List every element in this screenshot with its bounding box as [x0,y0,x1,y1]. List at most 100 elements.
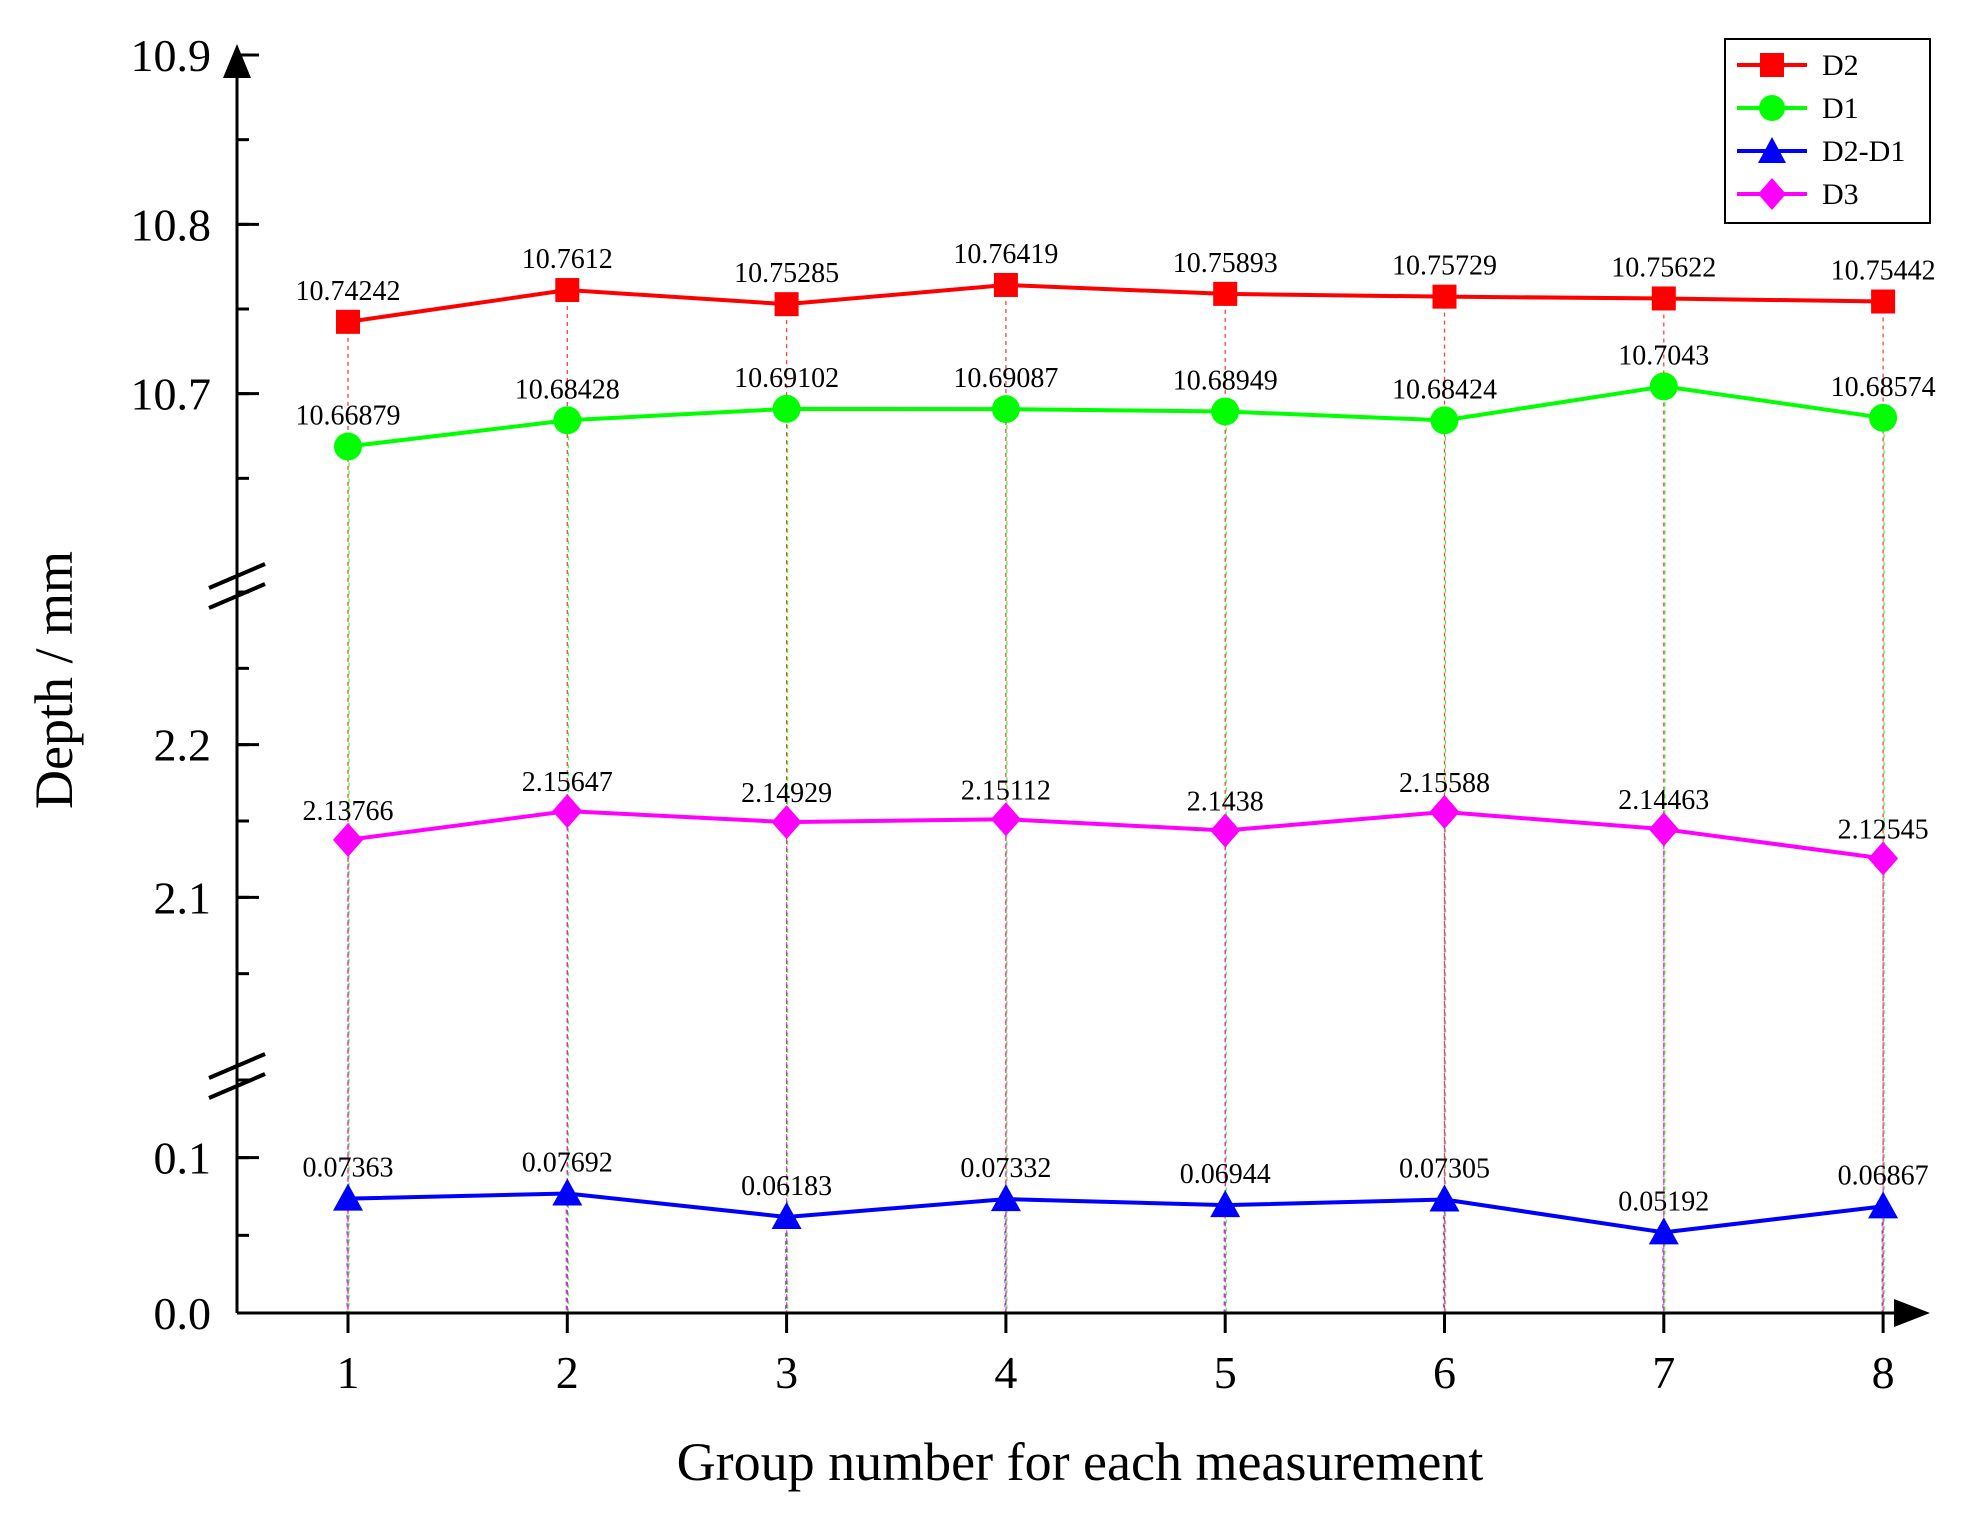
legend-triangle-marker-icon [1758,137,1786,163]
d2-data-label: 10.75893 [1173,248,1278,279]
d3-point-7 [1648,812,1679,847]
d2-point-2 [555,278,580,303]
d1-data-label: 10.69087 [953,363,1058,394]
axis-break-mark-1 [208,582,266,610]
d1-data-label: 10.69102 [734,363,839,394]
data-labels-layer: 10.74242 10.7612 10.75285 10.76419 10.75893 1… [296,239,1936,1217]
d1-data-label: 10.68424 [1392,374,1497,405]
d3-point-5 [1210,813,1241,848]
x-axis-title: Group number for each measurement [677,1432,1484,1492]
x-tick-label: 5 [1214,1347,1237,1398]
d2-d1-point-5 [1210,1190,1241,1218]
axis-break-mark-1 [208,562,266,590]
d1-point-6 [1430,406,1459,435]
d3-data-label: 2.15112 [961,775,1051,806]
d2-data-label: 10.74242 [296,276,401,307]
y-tick-label: 2.1 [154,872,212,923]
d3-data-label: 2.13766 [303,796,394,827]
d2-data-label: 10.75622 [1611,252,1716,283]
x-tick-label: 2 [556,1347,579,1398]
d3-point-6 [1429,795,1460,830]
d1-series-line [346,384,1886,449]
y-tick-label: 10.9 [131,30,212,81]
d1-point-7 [1649,372,1678,401]
d1-data-label: 10.68574 [1831,372,1936,403]
d2-d1-data-label: 0.05192 [1618,1186,1709,1217]
d3-point-3 [771,805,802,840]
y-tick-label: 0.0 [154,1288,212,1339]
d1-point-4 [991,395,1020,424]
d3-data-label: 2.1438 [1187,786,1264,817]
d2-d1-point-6 [1429,1184,1460,1212]
d2-data-label: 10.75729 [1392,251,1497,282]
x-tick-label: 4 [994,1347,1017,1398]
d3-data-label: 2.15647 [522,767,613,798]
x-tick-label: 8 [1872,1347,1895,1398]
d2-d1-data-label: 0.07305 [1399,1154,1490,1185]
d1-data-label: 10.68949 [1173,365,1278,396]
legend-d2-label: D2 [1822,49,1859,82]
d2-d1-point-1 [333,1183,363,1211]
d2-d1-point-3 [771,1201,802,1229]
d2-data-label: 10.75442 [1831,256,1936,287]
d2-point-3 [774,292,799,317]
y-tick-label: 0.1 [154,1133,212,1184]
d2-point-6 [1432,284,1457,309]
d1-data-label: 10.68428 [515,374,620,405]
y-tick-label: 10.7 [131,369,212,420]
legend-circle-marker-icon [1759,95,1785,121]
d2-d1-point-7 [1648,1217,1679,1245]
d3-point-1 [333,822,363,857]
d3-point-4 [990,802,1021,837]
x-tick-label: 7 [1652,1347,1675,1398]
d3-data-label: 2.15588 [1399,768,1490,799]
d2-point-7 [1651,286,1676,311]
d3-data-label: 2.12545 [1838,814,1929,845]
x-tick-label: 3 [775,1347,798,1398]
axis-break-mark-2 [208,1072,266,1100]
d2-d1-data-label: 0.07692 [522,1148,613,1179]
d2-d1-point-2 [552,1178,583,1206]
x-axis-arrow-icon [1894,1299,1930,1327]
d2-d1-point-4 [990,1184,1021,1212]
d2-d1-point-8 [1868,1191,1899,1219]
d2-data-label: 10.76419 [953,239,1058,270]
d1-point-3 [772,394,801,423]
x-tick-label: 6 [1433,1347,1456,1398]
d1-point-1 [334,432,362,461]
d2-data-label: 10.7612 [522,244,613,275]
d1-data-label: 10.66879 [296,401,401,432]
y-axis-arrow-icon [223,44,251,78]
d2-point-5 [1213,281,1238,306]
axes-layer: 10.7 10.8 10.9 2.1 2.2 0.0 0.1 1 2 3 4 5 6 7 8 [131,30,1930,1398]
d1-point-2 [553,406,582,435]
d3-series-line [346,809,1886,861]
d2-d1-data-label: 0.06944 [1180,1159,1271,1190]
axis-break-mark-2 [208,1052,266,1080]
legend: D2 D1 D2-D1 D3 [1724,38,1931,224]
d3-point-2 [552,794,583,829]
d2-d1-data-label: 0.06183 [741,1171,832,1202]
series-layer [333,272,1899,1245]
x-tick-label: 1 [337,1347,360,1398]
d2-d1-data-label: 0.07332 [960,1153,1051,1184]
d2-d1-data-label: 0.07363 [303,1153,394,1184]
y-tick-label: 2.2 [154,720,212,771]
legend-d2-d1-label: D2-D1 [1822,135,1905,168]
d2-series-line [346,282,1886,324]
y-tick-label: 10.8 [131,199,212,250]
d3-point-8 [1868,841,1899,876]
d2-point-1 [336,309,360,334]
legend-square-marker-icon [1760,53,1784,77]
d2-point-8 [1871,289,1896,314]
d2-point-4 [993,272,1018,297]
y-axis-title: Depth / mm [24,551,84,809]
d1-point-5 [1211,397,1240,426]
legend-d3-label: D3 [1822,178,1859,211]
d2-d1-series-line [346,1191,1886,1235]
d2-data-label: 10.75285 [734,258,839,289]
drop-lines-layer [346,284,1885,1313]
d2-d1-data-label: 0.06867 [1838,1160,1929,1191]
